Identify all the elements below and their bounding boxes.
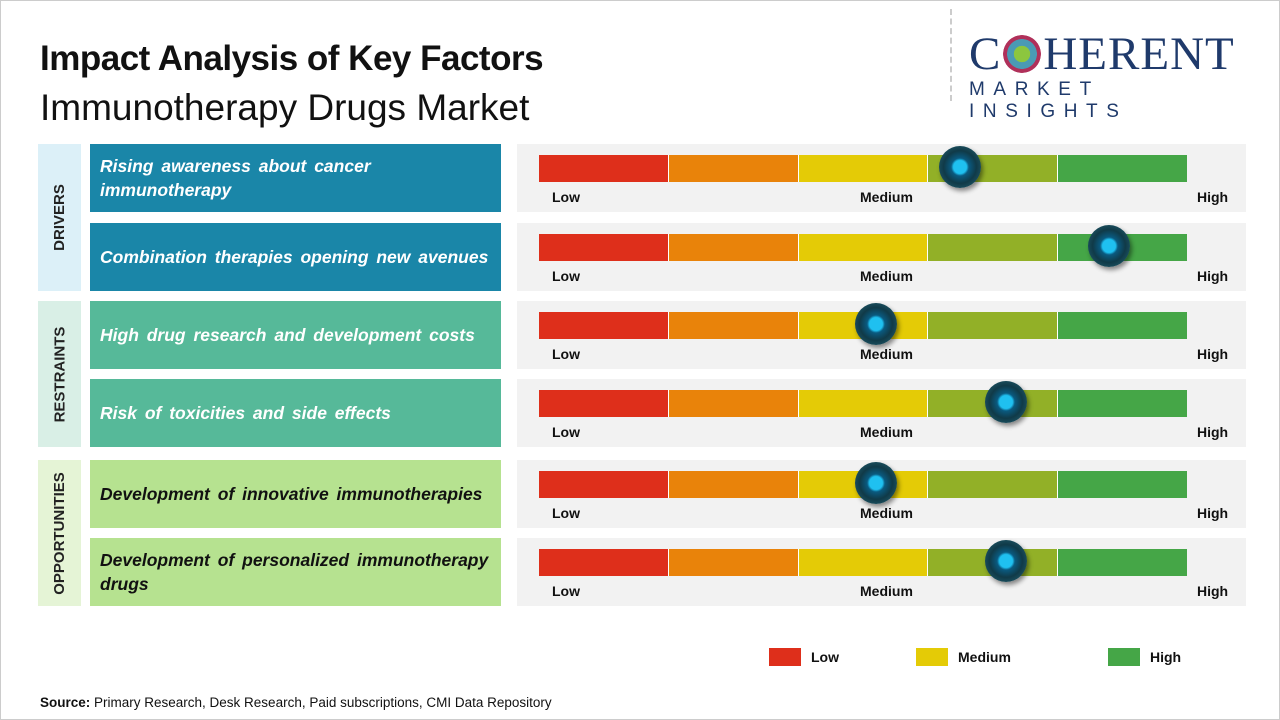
gauge-segment-low — [539, 155, 669, 182]
source-text: Primary Research, Desk Research, Paid su… — [90, 695, 552, 710]
scale-high-label: High — [1197, 189, 1229, 205]
gauge-segment-med_high — [928, 312, 1059, 339]
gauge-bar — [539, 390, 1187, 417]
scale-high-label: High — [1197, 583, 1229, 599]
page-title: Impact Analysis of Key Factors — [40, 39, 544, 78]
factor-label: High drug research and development costs — [90, 301, 501, 369]
factor-label: Development of personalized immunotherap… — [90, 538, 501, 606]
gauge-segment-low_med — [668, 390, 799, 417]
scale-low-label: Low — [552, 505, 580, 521]
gauge-segment-low_med — [668, 234, 799, 261]
source-label: Source: — [40, 695, 91, 710]
legend-label: High — [1150, 649, 1182, 665]
gauge-segment-med_high — [928, 471, 1059, 498]
category-drivers: DRIVERS — [38, 144, 81, 291]
gauge-segment-high — [1058, 471, 1187, 498]
factor-label: Development of innovative immunotherapie… — [90, 460, 501, 528]
gauge-segment-low_med — [668, 312, 799, 339]
factor-label: Risk of toxicities and side effects — [90, 379, 501, 447]
legend-swatch — [1108, 648, 1140, 666]
gauge-segment-high — [1058, 312, 1187, 339]
gauge-segment-medium — [798, 155, 929, 182]
gauge-segment-low — [539, 549, 669, 576]
gauge-bar — [539, 549, 1187, 576]
category-label: DRIVERS — [51, 184, 68, 251]
legend-swatch — [916, 648, 948, 666]
impact-marker — [854, 462, 897, 504]
legend-label: Low — [811, 649, 839, 665]
impact-gauge: Low Medium High — [517, 144, 1246, 212]
scale-medium-label: Medium — [860, 583, 913, 599]
scale-medium-label: Medium — [860, 268, 913, 284]
impact-marker — [939, 146, 982, 188]
scale-high-label: High — [1197, 424, 1229, 440]
gauge-segment-low_med — [668, 549, 799, 576]
impact-marker — [1088, 225, 1131, 267]
scale-medium-label: Medium — [860, 424, 913, 440]
legend-swatch — [769, 648, 801, 666]
category-opportunities: OPPORTUNITIES — [38, 460, 81, 606]
gauge-segment-medium — [798, 390, 929, 417]
category-label: OPPORTUNITIES — [51, 471, 69, 595]
gauge-segment-med_high — [928, 234, 1059, 261]
scale-low-label: Low — [552, 346, 580, 362]
impact-marker — [984, 540, 1027, 582]
page-subtitle: Immunotherapy Drugs Market — [40, 87, 530, 128]
logo-subtitle: MARKET INSIGHTS — [969, 79, 1128, 122]
gauge-segment-medium — [798, 234, 929, 261]
scale-medium-label: Medium — [860, 189, 913, 205]
gauge-segment-high — [1058, 390, 1187, 417]
factor-label: Rising awareness about cancer immunother… — [90, 144, 501, 212]
gauge-segment-low — [539, 234, 669, 261]
scale-high-label: High — [1197, 268, 1229, 284]
gauge-segment-high — [1058, 155, 1187, 182]
category-restraints: RESTRAINTS — [38, 301, 81, 447]
legend-medium: Medium — [916, 648, 1011, 666]
scale-high-label: High — [1197, 346, 1229, 362]
legend-low: Low — [769, 648, 839, 666]
divider — [950, 9, 952, 101]
source-note: Source: Primary Research, Desk Research,… — [40, 695, 552, 710]
scale-low-label: Low — [552, 268, 580, 284]
impact-gauge: Low Medium High — [517, 460, 1246, 528]
legend-label: Medium — [958, 649, 1011, 665]
impact-gauge: Low Medium High — [517, 223, 1246, 291]
scale-high-label: High — [1197, 505, 1229, 521]
impact-gauge: Low Medium High — [517, 379, 1246, 447]
globe-icon — [1003, 35, 1042, 73]
gauge-segment-high — [1058, 549, 1187, 576]
factor-label: Combination therapies opening new avenue… — [90, 223, 501, 291]
gauge-segment-medium — [798, 549, 929, 576]
legend-high: High — [1108, 648, 1181, 666]
impact-gauge: Low Medium High — [517, 301, 1246, 369]
scale-low-label: Low — [552, 583, 580, 599]
gauge-segment-low — [539, 471, 669, 498]
category-label: RESTRAINTS — [51, 326, 68, 422]
gauge-segment-low_med — [668, 471, 799, 498]
scale-low-label: Low — [552, 424, 580, 440]
gauge-bar — [539, 312, 1187, 339]
gauge-segment-low — [539, 312, 669, 339]
scale-medium-label: Medium — [860, 346, 913, 362]
scale-medium-label: Medium — [860, 505, 913, 521]
gauge-segment-low_med — [668, 155, 799, 182]
gauge-segment-low — [539, 390, 669, 417]
company-logo: C HERENT MARKET INSIGHTS — [969, 31, 1264, 123]
impact-gauge: Low Medium High — [517, 538, 1246, 606]
impact-marker — [984, 381, 1027, 423]
gauge-bar — [539, 155, 1187, 182]
gauge-bar — [539, 234, 1187, 261]
impact-marker — [854, 303, 897, 345]
scale-low-label: Low — [552, 189, 580, 205]
